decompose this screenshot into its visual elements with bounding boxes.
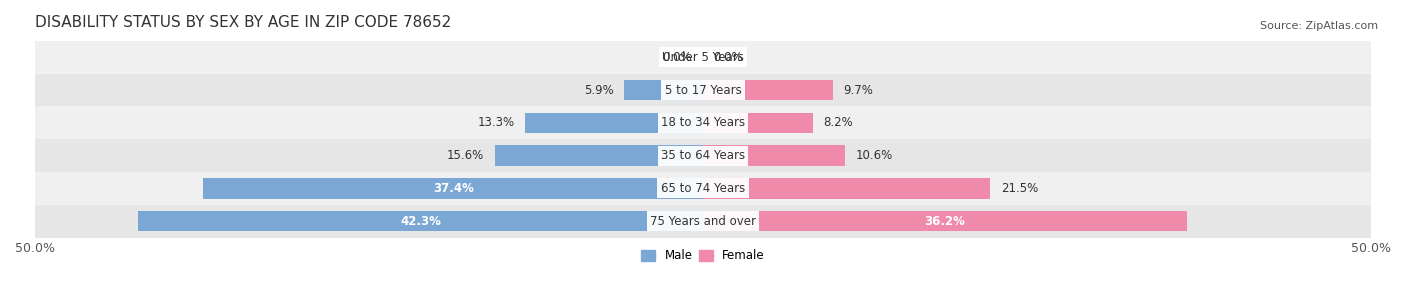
Bar (526, 113, 703, 133)
Bar (35, 41, 1371, 74)
Bar (35, 74, 1371, 106)
Bar (35, 172, 1371, 205)
Text: 37.4%: 37.4% (433, 182, 474, 195)
Text: 65 to 74 Years: 65 to 74 Years (661, 182, 745, 195)
Bar (35, 139, 1371, 172)
Bar (624, 80, 703, 100)
Text: 0.0%: 0.0% (662, 51, 692, 64)
Text: 18 to 34 Years: 18 to 34 Years (661, 116, 745, 129)
Bar (35, 106, 1371, 139)
Text: 0.0%: 0.0% (714, 51, 744, 64)
Text: 36.2%: 36.2% (924, 215, 966, 228)
Legend: Male, Female: Male, Female (637, 245, 769, 267)
Bar (703, 145, 845, 166)
Text: 5 to 17 Years: 5 to 17 Years (665, 84, 741, 97)
Text: Source: ZipAtlas.com: Source: ZipAtlas.com (1260, 21, 1378, 31)
Bar (703, 80, 832, 100)
Bar (495, 145, 703, 166)
Bar (35, 205, 1371, 237)
Text: 13.3%: 13.3% (478, 116, 515, 129)
Text: 5.9%: 5.9% (583, 84, 613, 97)
Bar (703, 211, 1187, 231)
Text: 8.2%: 8.2% (824, 116, 853, 129)
Bar (204, 178, 703, 199)
Text: Under 5 Years: Under 5 Years (662, 51, 744, 64)
Text: 9.7%: 9.7% (844, 84, 873, 97)
Text: 15.6%: 15.6% (447, 149, 484, 162)
Bar (703, 113, 813, 133)
Text: 10.6%: 10.6% (855, 149, 893, 162)
Bar (703, 178, 990, 199)
Text: 42.3%: 42.3% (399, 215, 441, 228)
Text: 21.5%: 21.5% (1001, 182, 1038, 195)
Text: 75 Years and over: 75 Years and over (650, 215, 756, 228)
Bar (138, 211, 703, 231)
Text: 35 to 64 Years: 35 to 64 Years (661, 149, 745, 162)
Text: DISABILITY STATUS BY SEX BY AGE IN ZIP CODE 78652: DISABILITY STATUS BY SEX BY AGE IN ZIP C… (35, 15, 451, 30)
